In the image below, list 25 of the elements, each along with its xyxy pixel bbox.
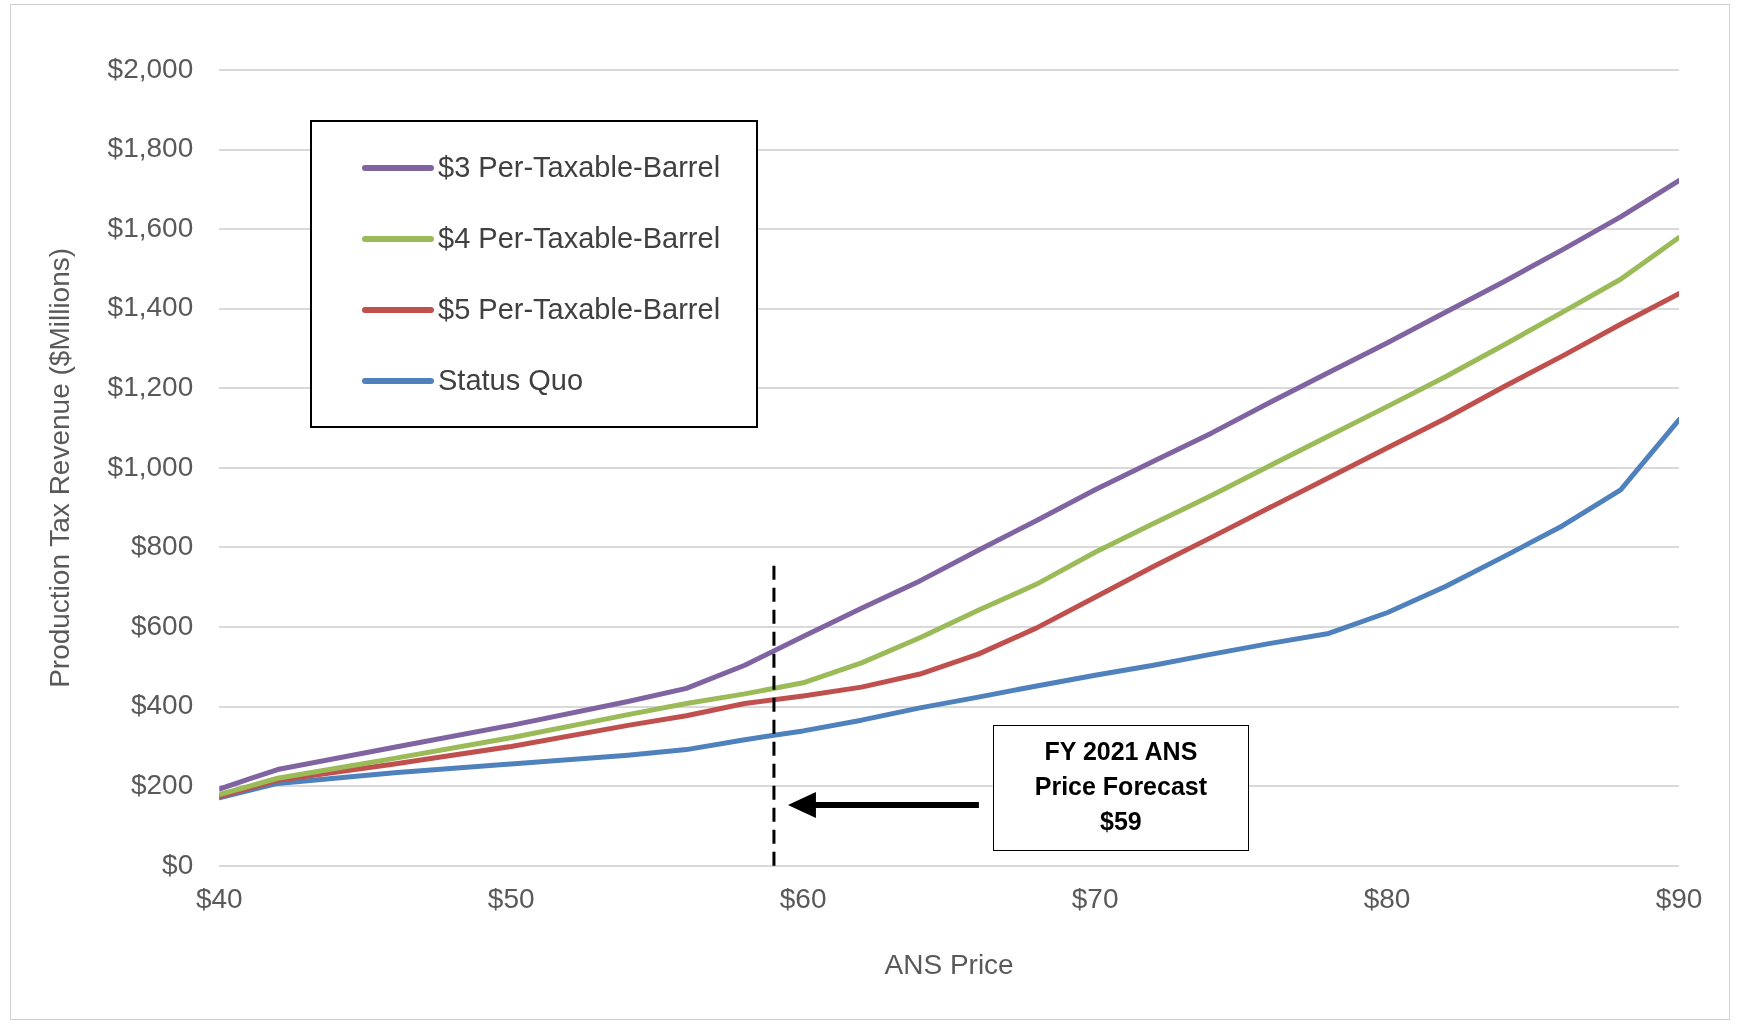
legend-label: $3 Per-Taxable-Barrel bbox=[438, 151, 721, 184]
callout-box: FY 2021 ANS Price Forecast $59 bbox=[992, 724, 1249, 851]
y-tick-label: $1,600 bbox=[107, 211, 194, 243]
legend-label: $5 Per-Taxable-Barrel bbox=[438, 293, 721, 326]
x-tick-label: $70 bbox=[1071, 883, 1119, 915]
x-tick-label: $40 bbox=[195, 883, 243, 915]
x-tick-label: $90 bbox=[1655, 883, 1703, 915]
x-tick-label: $60 bbox=[779, 883, 827, 915]
y-tick-label: $2,000 bbox=[107, 52, 194, 84]
y-tick-label: $1,200 bbox=[107, 371, 194, 403]
y-tick-label: $400 bbox=[130, 689, 194, 721]
y-tick-label: $0 bbox=[162, 848, 194, 880]
y-tick-label: $800 bbox=[130, 530, 194, 562]
y-tick-label: $600 bbox=[130, 609, 194, 641]
y-tick-label: $1,000 bbox=[107, 450, 194, 482]
y-tick-label: $1,800 bbox=[107, 132, 194, 164]
x-tick-label: $50 bbox=[487, 883, 535, 915]
x-axis-title: ANS Price bbox=[884, 948, 1014, 980]
x-tick-label: $80 bbox=[1363, 883, 1411, 915]
annotation: FY 2021 ANS Price Forecast $59 bbox=[1033, 735, 1209, 837]
y-tick-label: $1,400 bbox=[107, 291, 194, 323]
legend-label: $4 Per-Taxable-Barrel bbox=[438, 222, 721, 255]
legend-label: Status Quo bbox=[438, 364, 584, 397]
y-axis-title: Production Tax Revenue ($Millions) bbox=[43, 247, 75, 688]
y-tick-label: $200 bbox=[130, 768, 194, 800]
